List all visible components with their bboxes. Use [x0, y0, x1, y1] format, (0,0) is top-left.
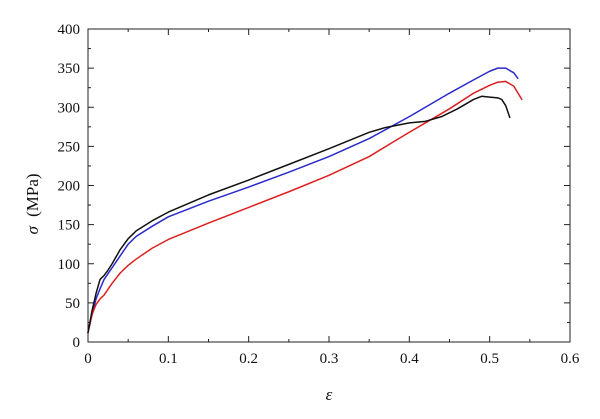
plot-area	[87, 28, 571, 343]
x-tick-label: 0.6	[561, 351, 580, 367]
y-axis-label-unit: (MPa)	[23, 173, 42, 216]
x-axis-label: ε	[326, 385, 333, 404]
y-tick-label: 400	[58, 22, 81, 38]
x-tick-label: 0	[84, 351, 92, 367]
x-tick-label: 0.1	[159, 351, 178, 367]
y-tick-label: 200	[58, 179, 81, 195]
series-line-3	[87, 95, 511, 334]
series-line-1	[87, 67, 519, 334]
y-tick-label: 50	[65, 296, 80, 312]
x-tick-label: 0.4	[400, 351, 419, 367]
y-tick-label: 0	[73, 335, 81, 351]
axes-layer: 0 0.1 0.2 0.3 0.4 0.5 0.6 0 50 100 150 200 250 300 350…	[58, 22, 580, 367]
series-layer	[87, 67, 523, 334]
y-tick-label: 100	[58, 257, 81, 273]
series-line-2	[87, 80, 523, 334]
x-tick-label: 0.5	[480, 351, 499, 367]
y-axis-label-symbol: σ	[23, 226, 42, 235]
y-tick-label: 150	[58, 218, 81, 234]
y-axis-label: σ (MPa)	[23, 173, 42, 234]
y-tick-label: 350	[58, 61, 81, 77]
plot-border	[87, 28, 571, 343]
x-tick-label: 0.2	[239, 351, 258, 367]
y-tick-label: 300	[58, 100, 81, 116]
y-tick-label: 250	[58, 139, 81, 155]
x-tick-label: 0.3	[320, 351, 339, 367]
